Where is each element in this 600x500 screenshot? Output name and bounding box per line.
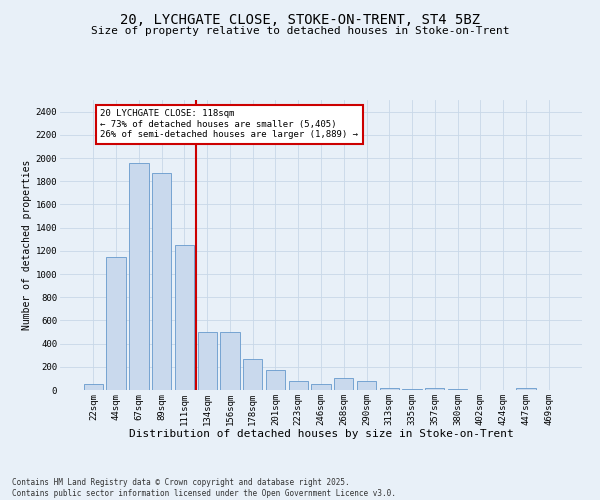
Bar bbox=[175, 245, 194, 390]
Text: 20, LYCHGATE CLOSE, STOKE-ON-TRENT, ST4 5BZ: 20, LYCHGATE CLOSE, STOKE-ON-TRENT, ST4 … bbox=[120, 12, 480, 26]
Bar bbox=[289, 382, 308, 390]
Bar bbox=[516, 388, 536, 390]
Bar bbox=[243, 358, 262, 390]
Text: 20 LYCHGATE CLOSE: 118sqm
← 73% of detached houses are smaller (5,405)
26% of se: 20 LYCHGATE CLOSE: 118sqm ← 73% of detac… bbox=[100, 110, 358, 139]
Bar bbox=[152, 173, 172, 390]
Bar bbox=[220, 332, 239, 390]
Bar bbox=[380, 388, 399, 390]
Bar bbox=[311, 384, 331, 390]
Bar bbox=[266, 370, 285, 390]
X-axis label: Distribution of detached houses by size in Stoke-on-Trent: Distribution of detached houses by size … bbox=[128, 429, 514, 439]
Text: Contains HM Land Registry data © Crown copyright and database right 2025.
Contai: Contains HM Land Registry data © Crown c… bbox=[12, 478, 396, 498]
Bar bbox=[129, 162, 149, 390]
Text: Size of property relative to detached houses in Stoke-on-Trent: Size of property relative to detached ho… bbox=[91, 26, 509, 36]
Bar bbox=[425, 388, 445, 390]
Bar bbox=[357, 380, 376, 390]
Bar bbox=[106, 256, 126, 390]
Bar bbox=[84, 384, 103, 390]
Bar bbox=[334, 378, 353, 390]
Y-axis label: Number of detached properties: Number of detached properties bbox=[22, 160, 32, 330]
Bar bbox=[197, 332, 217, 390]
